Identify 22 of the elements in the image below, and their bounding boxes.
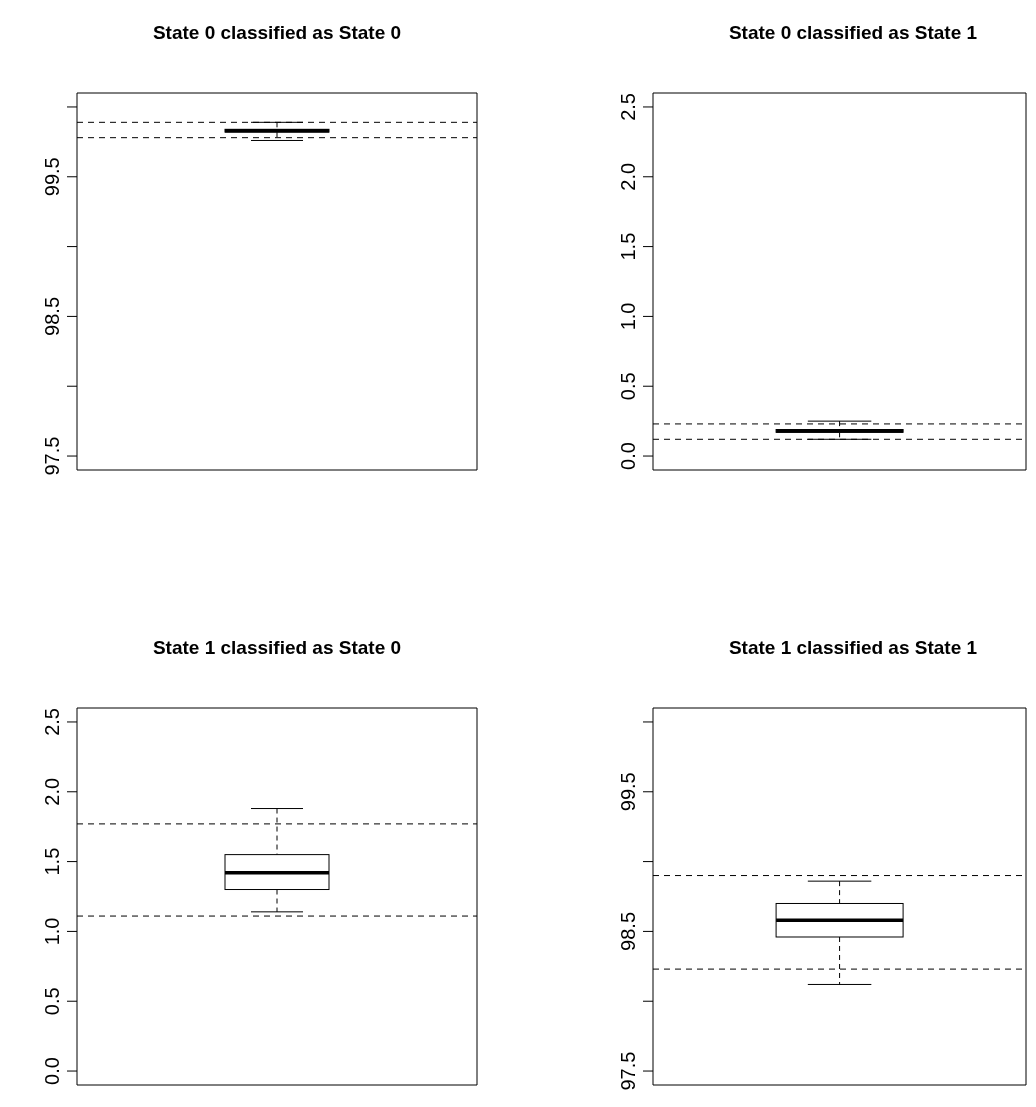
y-tick-label: 1.5 bbox=[617, 232, 639, 261]
y-tick-label: 2.0 bbox=[617, 162, 639, 191]
y-tick-label: 99.5 bbox=[41, 157, 63, 197]
y-tick-label: 2.5 bbox=[41, 708, 63, 736]
y-tick-label: 1.5 bbox=[41, 847, 63, 876]
y-tick-label: 2.0 bbox=[41, 777, 63, 806]
y-tick-label: 2.5 bbox=[617, 93, 639, 121]
y-tick-label: 98.5 bbox=[617, 911, 639, 951]
y-tick-label: 0.5 bbox=[617, 372, 639, 401]
chart-title: State 0 classified as State 1 bbox=[727, 22, 979, 44]
y-tick-label: 0.5 bbox=[41, 987, 63, 1016]
y-tick-label: 0.0 bbox=[617, 442, 639, 470]
y-tick-label: 97.5 bbox=[617, 1051, 639, 1091]
y-tick-label: 98.5 bbox=[41, 296, 63, 336]
chart-title: State 1 classified as State 0 bbox=[151, 637, 403, 659]
y-tick-label: 99.5 bbox=[617, 772, 639, 812]
y-tick-label: 97.5 bbox=[41, 436, 63, 476]
chart-title: State 1 classified as State 1 bbox=[727, 637, 979, 659]
y-tick-label: 1.0 bbox=[41, 917, 63, 946]
chart-title: State 0 classified as State 0 bbox=[151, 22, 403, 44]
y-tick-label: 0.0 bbox=[41, 1057, 63, 1085]
y-tick-label: 1.0 bbox=[617, 302, 639, 331]
